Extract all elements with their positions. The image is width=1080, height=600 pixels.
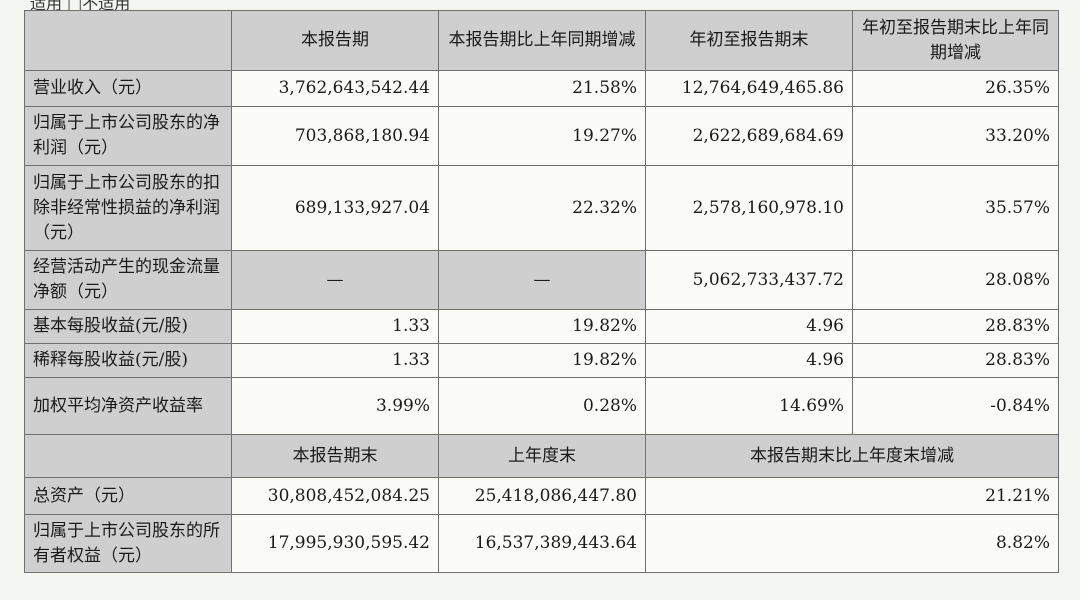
row-label: 总资产（元） [24, 477, 232, 515]
row-label: 加权平均净资产收益率 [24, 377, 232, 435]
table-row: 加权平均净资产收益率 3.99% 0.28% 14.69% -0.84% [24, 377, 1059, 435]
cell-value: 12,764,649,465.86 [645, 70, 853, 107]
applicability-note: 适用 □不适用 [30, 0, 131, 10]
cell-value: 30,808,452,084.25 [231, 477, 439, 515]
cell-value: 4.96 [645, 343, 853, 378]
cell-value: 14.69% [645, 377, 853, 435]
row-label: 经营活动产生的现金流量净额（元） [24, 250, 232, 310]
cell-value: 28.83% [852, 343, 1059, 378]
table-row: 营业收入（元） 3,762,643,542.44 21.58% 12,764,6… [24, 70, 1059, 107]
cell-value: 21.58% [438, 70, 646, 107]
cell-value: 0.28% [438, 377, 646, 435]
header-ytd-yoy: 年初至报告期末比上年同期增减 [852, 10, 1059, 71]
cell-value: 25,418,086,447.80 [438, 477, 646, 515]
table-row: 归属于上市公司股东的所有者权益（元） 17,995,930,595.42 16,… [24, 514, 1059, 573]
cell-value: 2,622,689,684.69 [645, 106, 853, 166]
cell-value-na: — [231, 250, 439, 310]
cell-value: 689,133,927.04 [231, 165, 439, 251]
cell-value: 4.96 [645, 309, 853, 344]
cell-value: 17,995,930,595.42 [231, 514, 439, 573]
cell-value: 3.99% [231, 377, 439, 435]
financial-data-table: 本报告期 本报告期比上年同期增减 年初至报告期末 年初至报告期末比上年同期增减 … [24, 10, 1059, 573]
header-change-vs-prior-year-end: 本报告期末比上年度末增减 [645, 434, 1059, 478]
cell-value: 16,537,389,443.64 [438, 514, 646, 573]
cell-value-na: — [438, 250, 646, 310]
cell-value: 19.82% [438, 343, 646, 378]
row-label: 归属于上市公司股东的所有者权益（元） [24, 514, 232, 573]
cell-value: 33.20% [852, 106, 1059, 166]
header-ytd: 年初至报告期末 [645, 10, 853, 71]
cell-value: 2,578,160,978.10 [645, 165, 853, 251]
header-empty-cell [24, 10, 232, 71]
table-row: 经营活动产生的现金流量净额（元） — — 5,062,733,437.72 28… [24, 250, 1059, 310]
table-row: 总资产（元） 30,808,452,084.25 25,418,086,447.… [24, 477, 1059, 515]
cell-value: 22.32% [438, 165, 646, 251]
header-current-period: 本报告期 [231, 10, 439, 71]
cell-value: 5,062,733,437.72 [645, 250, 853, 310]
table-row: 稀释每股收益(元/股) 1.33 19.82% 4.96 28.83% [24, 343, 1059, 378]
header-current-period-yoy: 本报告期比上年同期增减 [438, 10, 646, 71]
table-row: 归属于上市公司股东的净利润（元） 703,868,180.94 19.27% 2… [24, 106, 1059, 166]
cell-value: 19.27% [438, 106, 646, 166]
header-period-end: 本报告期末 [231, 434, 439, 478]
cell-value: 28.08% [852, 250, 1059, 310]
cell-value: 8.82% [645, 514, 1059, 573]
cell-value: 19.82% [438, 309, 646, 344]
cell-value: 26.35% [852, 70, 1059, 107]
table-row: 归属于上市公司股东的扣除非经常性损益的净利润（元） 689,133,927.04… [24, 165, 1059, 251]
row-label: 稀释每股收益(元/股) [24, 343, 232, 378]
row-label: 归属于上市公司股东的净利润（元） [24, 106, 232, 166]
cell-value: 28.83% [852, 309, 1059, 344]
header-empty-cell [24, 434, 232, 478]
table-row: 基本每股收益(元/股) 1.33 19.82% 4.96 28.83% [24, 309, 1059, 344]
header-prior-year-end: 上年度末 [438, 434, 646, 478]
cell-value: 1.33 [231, 343, 439, 378]
top-clipped-text: 适用 □不适用 [0, 0, 1080, 10]
row-label: 基本每股收益(元/股) [24, 309, 232, 344]
cell-value: -0.84% [852, 377, 1059, 435]
row-label: 归属于上市公司股东的扣除非经常性损益的净利润（元） [24, 165, 232, 251]
header-row-period: 本报告期 本报告期比上年同期增减 年初至报告期末 年初至报告期末比上年同期增减 [24, 10, 1059, 71]
cell-value: 21.21% [645, 477, 1059, 515]
cell-value: 35.57% [852, 165, 1059, 251]
header-row-balance: 本报告期末 上年度末 本报告期末比上年度末增减 [24, 434, 1059, 478]
cell-value: 1.33 [231, 309, 439, 344]
row-label: 营业收入（元） [24, 70, 232, 107]
cell-value: 703,868,180.94 [231, 106, 439, 166]
cell-value: 3,762,643,542.44 [231, 70, 439, 107]
